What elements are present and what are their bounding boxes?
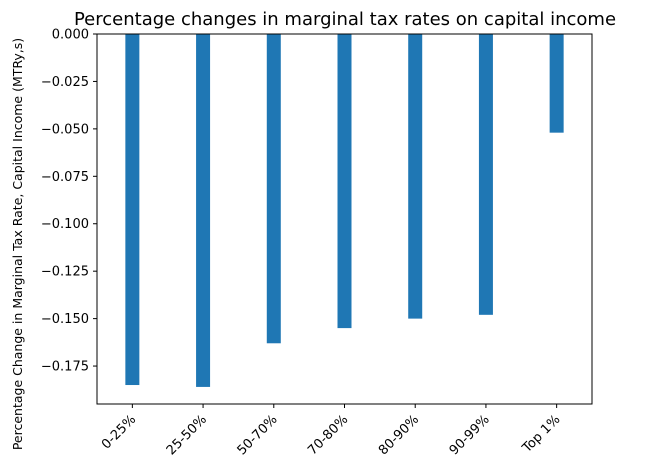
bars-layer	[125, 34, 564, 387]
y-tick-label: −0.050	[41, 122, 89, 137]
y-axis-label: Percentage Change in Marginal Tax Rate, …	[10, 38, 25, 450]
chart-title: Percentage changes in marginal tax rates…	[74, 9, 616, 30]
y-tick-label: −0.075	[41, 170, 89, 185]
y-tick-label: −0.100	[41, 217, 89, 232]
y-tick-label: 0.000	[52, 28, 89, 43]
bar-25-50%	[196, 34, 211, 387]
bar-70-80%	[337, 34, 352, 329]
y-tick-label: −0.175	[41, 360, 89, 375]
y-axis: 0.000 −0.025 −0.050 −0.075 −0.100 −0.125 −0.15…	[41, 28, 97, 375]
bar-80-90%	[408, 34, 423, 319]
bar-0-25%	[125, 34, 140, 386]
y-tick-label: −0.150	[41, 312, 89, 327]
bar-50-70%	[266, 34, 281, 344]
y-tick-label: −0.025	[41, 75, 89, 90]
plot-frame	[96, 33, 593, 405]
bar-90-99%	[478, 34, 493, 315]
y-tick-label: −0.125	[41, 265, 89, 280]
bar-Top 1%	[549, 34, 564, 133]
